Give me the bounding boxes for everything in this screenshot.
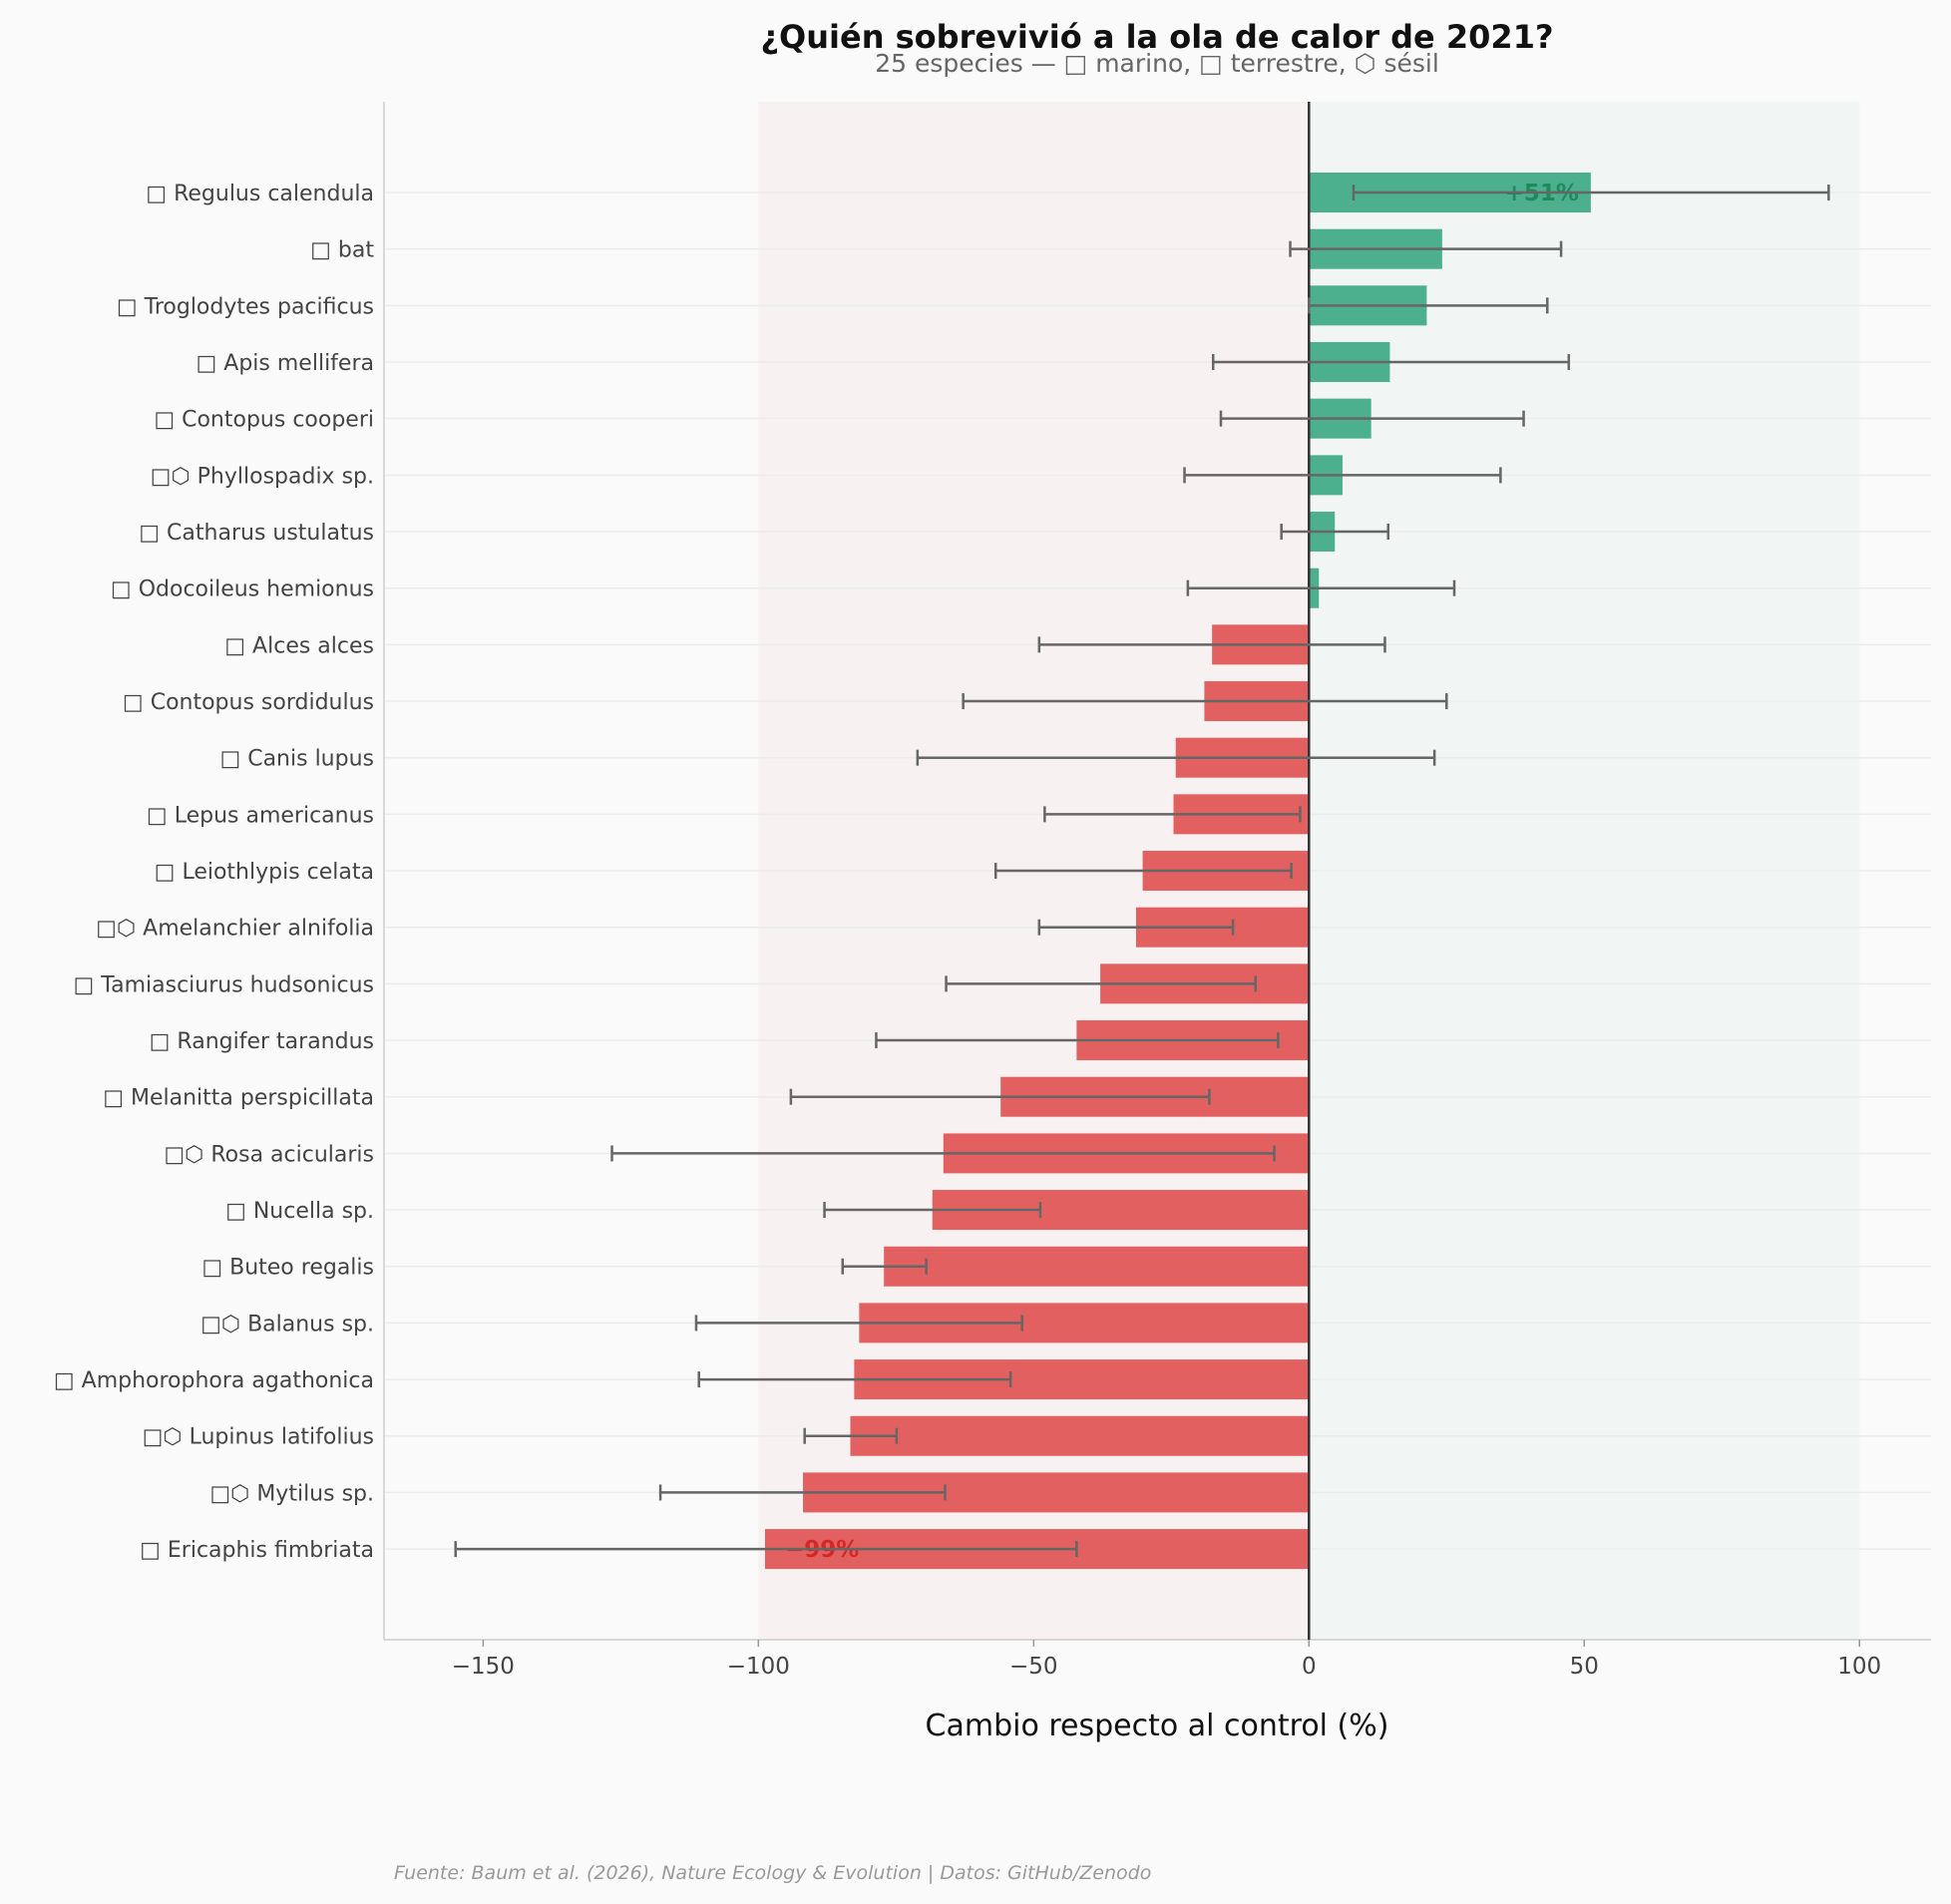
y-tick-label: □ Contopus cooperi [154, 408, 374, 433]
x-tick-label: −100 [727, 1654, 790, 1680]
plot-area: +51%−99%□ Regulus calendula□ bat□ Troglo… [54, 102, 1931, 1680]
y-tick-label: □ Troglodytes pacificus [117, 294, 374, 319]
y-tick-label: □⬡ Rosa acicularis [164, 1142, 374, 1167]
bar [884, 1246, 1310, 1287]
x-axis-label: Cambio respecto al control (%) [926, 1709, 1389, 1743]
y-tick-label: □⬡ Mytilus sp. [209, 1481, 374, 1506]
y-tick-label: □ Rangifer tarandus [150, 1029, 374, 1054]
bar [850, 1415, 1310, 1456]
y-tick-label: □ Catharus ustulatus [139, 521, 374, 546]
chart-subtitle: 25 especies — □ marino, □ terrestre, ⬡ s… [875, 49, 1439, 78]
y-tick-label: □ Lepus americanus [147, 803, 374, 828]
source-note: Fuente: Baum et al. (2026), Nature Ecolo… [394, 1862, 1151, 1884]
y-tick-label: □ Canis lupus [219, 747, 374, 772]
x-tick-label: −150 [452, 1654, 515, 1680]
y-tick-label: □ Melanitta perspicillata [103, 1086, 374, 1111]
y-tick-label: □⬡ Amelanchier alnifolia [96, 917, 374, 942]
y-tick-label: □ Nucella sp. [225, 1199, 374, 1224]
x-tick-label: −50 [1009, 1654, 1058, 1680]
y-tick-label: □ Alces alces [224, 633, 374, 658]
y-tick-label: □⬡ Lupinus latifolius [143, 1425, 374, 1450]
y-tick-label: □ Apis mellifera [196, 351, 374, 376]
x-tick-label: 0 [1302, 1654, 1317, 1680]
x-tick-label: 100 [1837, 1654, 1881, 1680]
chart-title: ¿Quién sobrevivió a la ola de calor de 2… [760, 18, 1553, 56]
y-tick-label: □ Odocoileus hemionus [111, 577, 374, 602]
y-tick-label: □ Buteo regalis [201, 1256, 374, 1281]
y-tick-label: □ Tamiasciurus hudsonicus [74, 972, 374, 997]
y-tick-label: □ Ericaphis fimbriata [140, 1538, 374, 1563]
y-tick-label: □ Leiothlypis celata [155, 860, 374, 885]
y-tick-label: □ Amphorophora agathonica [54, 1368, 374, 1393]
x-tick-label: 50 [1570, 1654, 1599, 1680]
y-tick-label: □ Regulus calendula [146, 182, 374, 206]
y-tick-label: □ bat [310, 238, 374, 263]
y-tick-label: □ Contopus sordidulus [123, 690, 374, 715]
y-tick-label: □⬡ Balanus sp. [200, 1312, 374, 1336]
y-tick-label: □⬡ Phyllospadix sp. [151, 464, 374, 489]
